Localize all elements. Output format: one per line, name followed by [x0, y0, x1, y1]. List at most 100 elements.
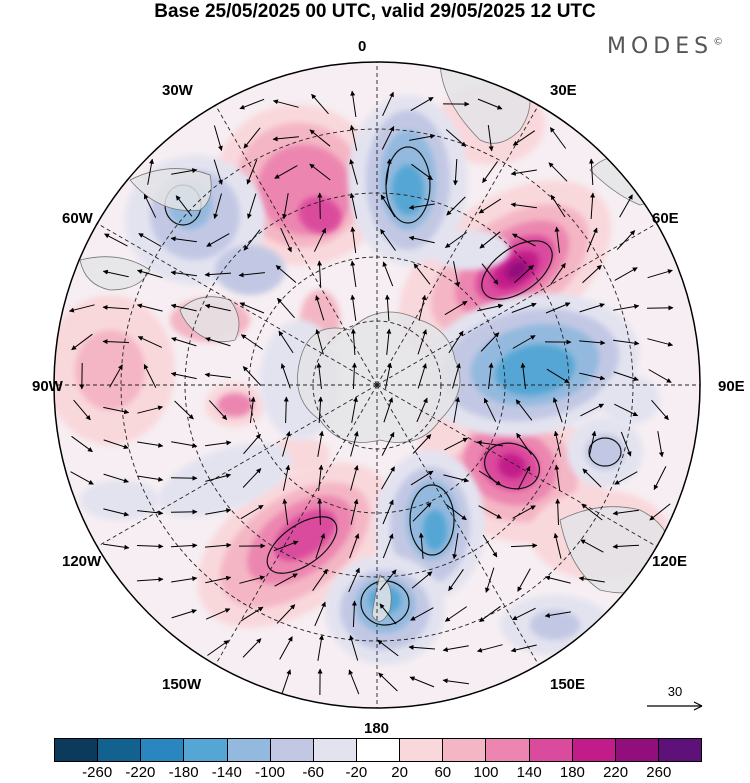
wind-vector: [243, 229, 261, 251]
wind-vector: [136, 303, 163, 312]
wind-vector: [381, 431, 395, 456]
colorbar-tick-label: -260: [82, 764, 113, 781]
wind-vector: [514, 264, 534, 284]
wind-vector: [205, 508, 232, 515]
wind-vector: [488, 362, 494, 389]
wind-vector: [242, 366, 262, 386]
wind-vector: [317, 498, 323, 526]
wind-vector: [281, 669, 292, 695]
brand-logo: MODES©: [607, 34, 723, 59]
wind-vector: [409, 676, 435, 688]
wind-vector: [478, 198, 502, 214]
wind-vector: [238, 272, 265, 278]
wind-vector: [350, 465, 359, 491]
wind-vector: [511, 302, 537, 313]
reference-vector-label: 30: [667, 684, 683, 699]
wind-vector: [380, 228, 396, 251]
wind-vector: [213, 159, 223, 185]
wind-vector: [204, 272, 232, 278]
wind-vector: [213, 125, 223, 151]
wind-vector: [170, 371, 197, 380]
wind-vector: [445, 129, 467, 147]
colorbar-tick-label: -20: [345, 764, 368, 781]
wind-vector: [385, 158, 392, 185]
reference-arrow-icon: [647, 701, 703, 711]
wind-vector: [243, 127, 261, 149]
wind-vector: [479, 231, 501, 249]
wind-vector: [272, 136, 299, 142]
wind-vector: [273, 540, 299, 552]
wind-vector: [582, 264, 602, 284]
longitude-label: 30E: [550, 82, 577, 99]
longitude-label: 0: [358, 38, 367, 55]
wind-vector: [476, 440, 503, 447]
wind-vector: [647, 269, 673, 279]
wind-vector: [136, 576, 164, 582]
wind-vector: [377, 639, 399, 657]
wind-vector: [174, 400, 194, 420]
wind-vector: [171, 441, 198, 448]
wind-vector: [204, 372, 231, 379]
wind-vector: [170, 270, 197, 277]
wind-vector: [315, 295, 325, 321]
wind-vector: [578, 576, 605, 583]
wind-vector: [517, 568, 531, 592]
wind-vector: [619, 194, 633, 218]
wind-vector: [309, 163, 331, 181]
wind-vector: [482, 161, 498, 184]
wind-vector: [205, 608, 231, 620]
wind-vector: [445, 503, 467, 521]
wind-vector: [614, 267, 638, 281]
wind-vector: [317, 260, 323, 288]
wind-vector: [282, 498, 289, 525]
wind-vector: [510, 202, 537, 209]
wind-vector: [411, 571, 433, 589]
wind-vector: [647, 338, 674, 347]
colorbar-segment: [615, 739, 659, 761]
graticule: [54, 62, 700, 708]
wind-vector: [283, 396, 289, 424]
wind-vector: [206, 233, 230, 247]
wind-vector: [408, 203, 435, 210]
wind-vector: [512, 233, 536, 247]
longitude-label: 90W: [32, 378, 63, 395]
wind-vector: [349, 192, 358, 219]
colorbar-segment: [443, 739, 487, 761]
wind-vector: [240, 504, 264, 520]
wind-vector: [381, 466, 395, 490]
wind-vector: [205, 473, 232, 482]
wind-vector: [483, 397, 497, 422]
wind-vector: [103, 543, 130, 550]
wind-vector: [546, 368, 570, 384]
wind-vector: [409, 133, 436, 141]
longitude-label: 180: [364, 720, 390, 737]
wind-vector: [580, 403, 605, 417]
wind-vector: [205, 440, 232, 447]
wind-vector: [485, 567, 495, 593]
wind-vector: [137, 475, 164, 482]
wind-vector: [446, 196, 466, 216]
wind-vector: [553, 430, 562, 457]
colorbar-segment: [270, 739, 314, 761]
longitude-label: 60W: [62, 210, 93, 227]
wind-vector: [274, 573, 298, 587]
colorbar-segment: [227, 739, 271, 761]
wind-vector: [512, 505, 536, 519]
wind-vector: [452, 533, 459, 560]
wind-vector: [280, 363, 291, 389]
colorbar-tick-label: -140: [211, 764, 242, 781]
wind-vector: [239, 575, 266, 584]
wind-vector: [103, 473, 129, 483]
wind-vector: [444, 300, 468, 316]
wind-vector: [510, 543, 538, 549]
colorbar: [54, 738, 702, 762]
colorbar-ticks: -260 -220 -180 -140 -100 -60 -20 20 60 100 140 180 2…: [54, 764, 702, 783]
colorbar-tick-label: 180: [559, 764, 585, 781]
wind-vector: [581, 503, 603, 521]
wind-vector: [170, 475, 198, 481]
colorbar-tick-label: 140: [516, 764, 542, 781]
wind-vector: [171, 168, 198, 175]
wind-vector: [143, 363, 157, 388]
wind-vector: [410, 470, 434, 486]
wind-vector: [71, 435, 93, 453]
